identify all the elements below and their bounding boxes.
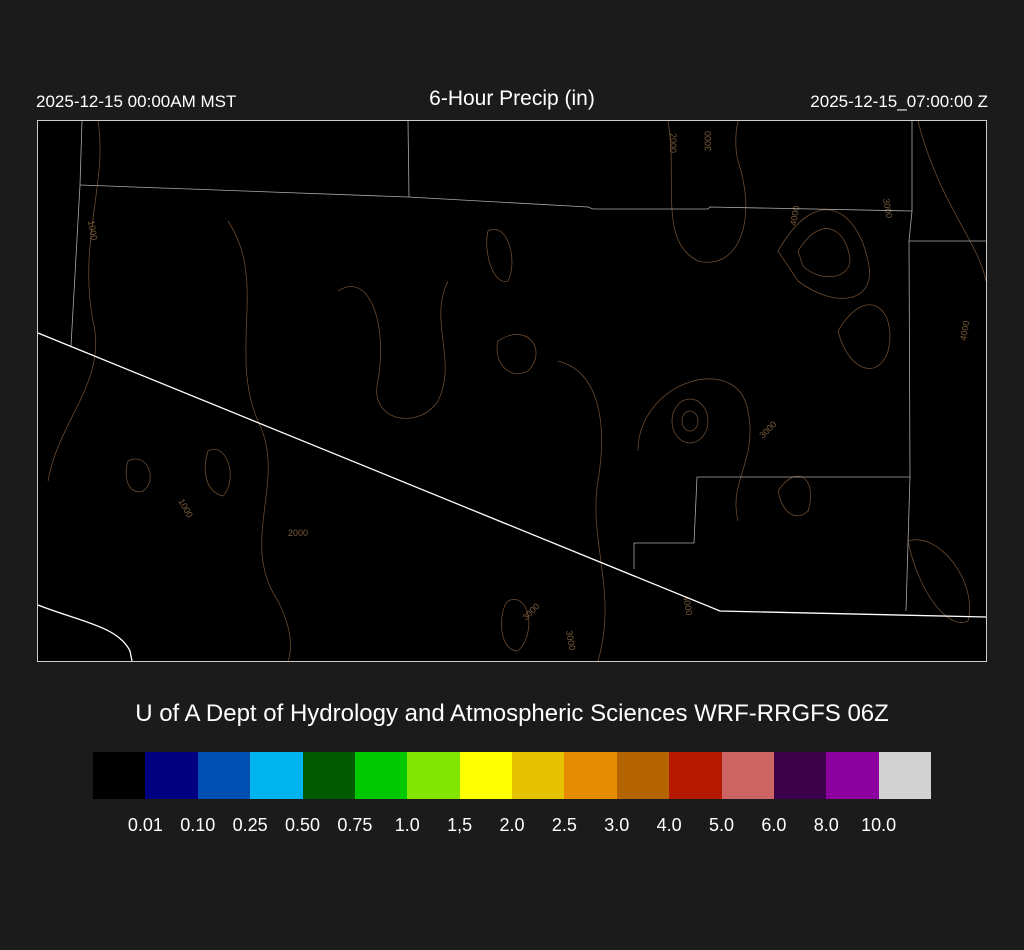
contour-label: 3000	[881, 198, 894, 219]
colorbar-swatch	[616, 752, 670, 799]
local-time: 2025-12-15 00:00AM MST	[36, 92, 237, 111]
colorbar-label: 10.0	[861, 815, 897, 835]
colorbar-label: 0.25	[232, 815, 268, 835]
colorbar-swatch	[721, 752, 774, 799]
contour-labels: 1000 1000 2000 2000 3000 3000 3000 3000 …	[86, 131, 971, 651]
colorbar-swatch	[512, 752, 565, 799]
contour-label: 2000	[668, 133, 678, 153]
colorbar-swatch	[250, 752, 303, 799]
map-canvas: 1000 1000 2000 2000 3000 3000 3000 3000 …	[37, 120, 987, 662]
contour-label: 1000	[176, 497, 195, 519]
colorbar-label: 1,5	[447, 815, 473, 835]
contour-label: 4000	[958, 320, 971, 341]
utc-time: 2025-12-15_07:00:00 Z	[810, 92, 988, 111]
colorbar-swatch	[197, 752, 251, 799]
colorbar-swatch	[669, 752, 722, 799]
state-borders	[37, 332, 987, 662]
colorbar-swatch	[145, 752, 198, 799]
colorbar-swatch	[878, 752, 931, 799]
colorbar-labels: 0.01 0.10 0.25 0.50 0.75 1.0 1,5 2.0 2.5 3.0 4.0 5.…	[0, 815, 1024, 839]
colorbar-swatch	[564, 752, 617, 799]
colorbar-swatch	[407, 752, 460, 799]
contour-label: 4000	[788, 205, 801, 226]
colorbar-label: 1.0	[394, 815, 420, 835]
contour-label: 3000	[564, 630, 577, 651]
colorbar-label: 0.50	[284, 815, 321, 835]
precip-map: 1000 1000 2000 2000 3000 3000 3000 3000 …	[37, 120, 987, 662]
colorbar-label: 0.75	[337, 815, 373, 835]
contour-label: 3000	[757, 419, 778, 440]
colorbar-swatch	[302, 752, 355, 799]
credit-text: U of A Dept of Hydrology and Atmospheric…	[135, 700, 889, 727]
colorbar-swatch	[459, 752, 512, 799]
colorbar-swatch	[93, 752, 146, 799]
colorbar-label: 0.01	[127, 815, 163, 835]
colorbar-label: 2.5	[551, 815, 577, 835]
contour-label: 3000	[703, 131, 713, 151]
colorbar-label: 0.10	[180, 815, 216, 835]
colorbar-swatch	[773, 752, 827, 799]
colorbar-swatch	[826, 752, 879, 799]
colorbar-label: 6.0	[761, 815, 787, 835]
colorbar-label: 2.0	[499, 815, 525, 835]
contour-label: 2000	[288, 528, 308, 538]
colorbar-label: 4.0	[656, 815, 682, 835]
colorbar-swatch	[354, 752, 408, 799]
colorbar-label: 8.0	[813, 815, 839, 835]
colorbar	[93, 752, 931, 799]
map-title: 6-Hour Precip (in)	[429, 87, 595, 110]
county-borders	[70, 120, 986, 612]
terrain-contours	[47, 120, 987, 662]
contour-label: 4000	[681, 595, 694, 616]
colorbar-label: 3.0	[604, 815, 630, 835]
colorbar-label: 5.0	[708, 815, 735, 835]
contour-label: 1000	[86, 220, 99, 241]
